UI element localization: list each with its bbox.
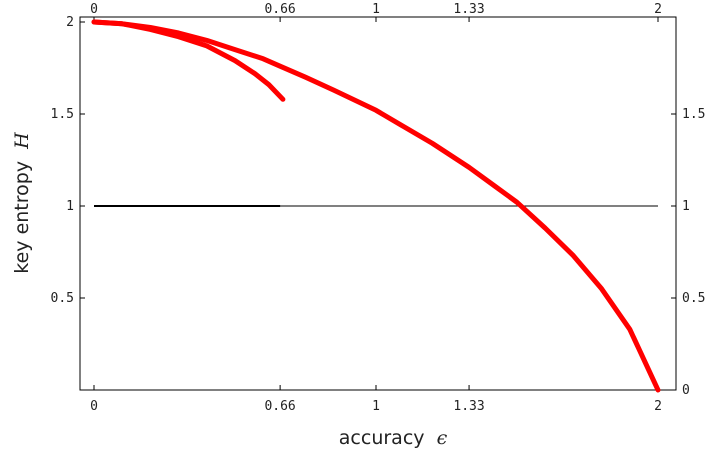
x-tick-label-bottom: 1 (372, 399, 380, 414)
y-axis-title: key entropy H (11, 132, 33, 274)
y-tick-label-left: 0.5 (51, 291, 74, 306)
x-tick-label-top: 1.33 (453, 2, 484, 17)
x-tick-label-top: 0 (90, 2, 98, 17)
x-axis-title: accuracy ϵ (339, 427, 448, 449)
series-line-1 (91, 19, 661, 393)
x-tick-label-bottom: 1.33 (453, 399, 484, 414)
y-tick-label-left: 1.5 (51, 107, 74, 122)
y-tick-label-right: 0 (682, 383, 690, 398)
y-tick-label-right: 1.5 (682, 107, 705, 122)
y-axis-symbol: H (11, 132, 33, 150)
x-axis-symbol: ϵ (437, 427, 448, 449)
x-tick-label-bottom: 0 (90, 399, 98, 414)
x-tick-label-top: 2 (654, 2, 662, 17)
y-tick-label-left: 1 (66, 199, 74, 214)
plot-frame (79, 16, 677, 391)
y-tick-label-right: 1 (682, 199, 690, 214)
x-tick-label-top: 0.66 (264, 2, 295, 17)
y-tick-label-left: 2 (66, 15, 74, 30)
x-axis-label: accuracy (339, 427, 425, 449)
tick-marks (80, 17, 676, 391)
x-tick-label-bottom: 2 (654, 399, 662, 414)
series-line-2 (91, 19, 286, 102)
y-axis-label: key entropy (11, 161, 33, 274)
x-tick-label-bottom: 0.66 (264, 399, 295, 414)
series-group (91, 19, 661, 393)
x-tick-label-top: 1 (372, 2, 380, 17)
tick-labels: 0 0 0.66 0.66 1 1 1.33 1.33 2 2 0.5 1 1.5 2 0 0.5 1 1.5 (51, 2, 706, 414)
y-tick-label-right: 0.5 (682, 291, 705, 306)
